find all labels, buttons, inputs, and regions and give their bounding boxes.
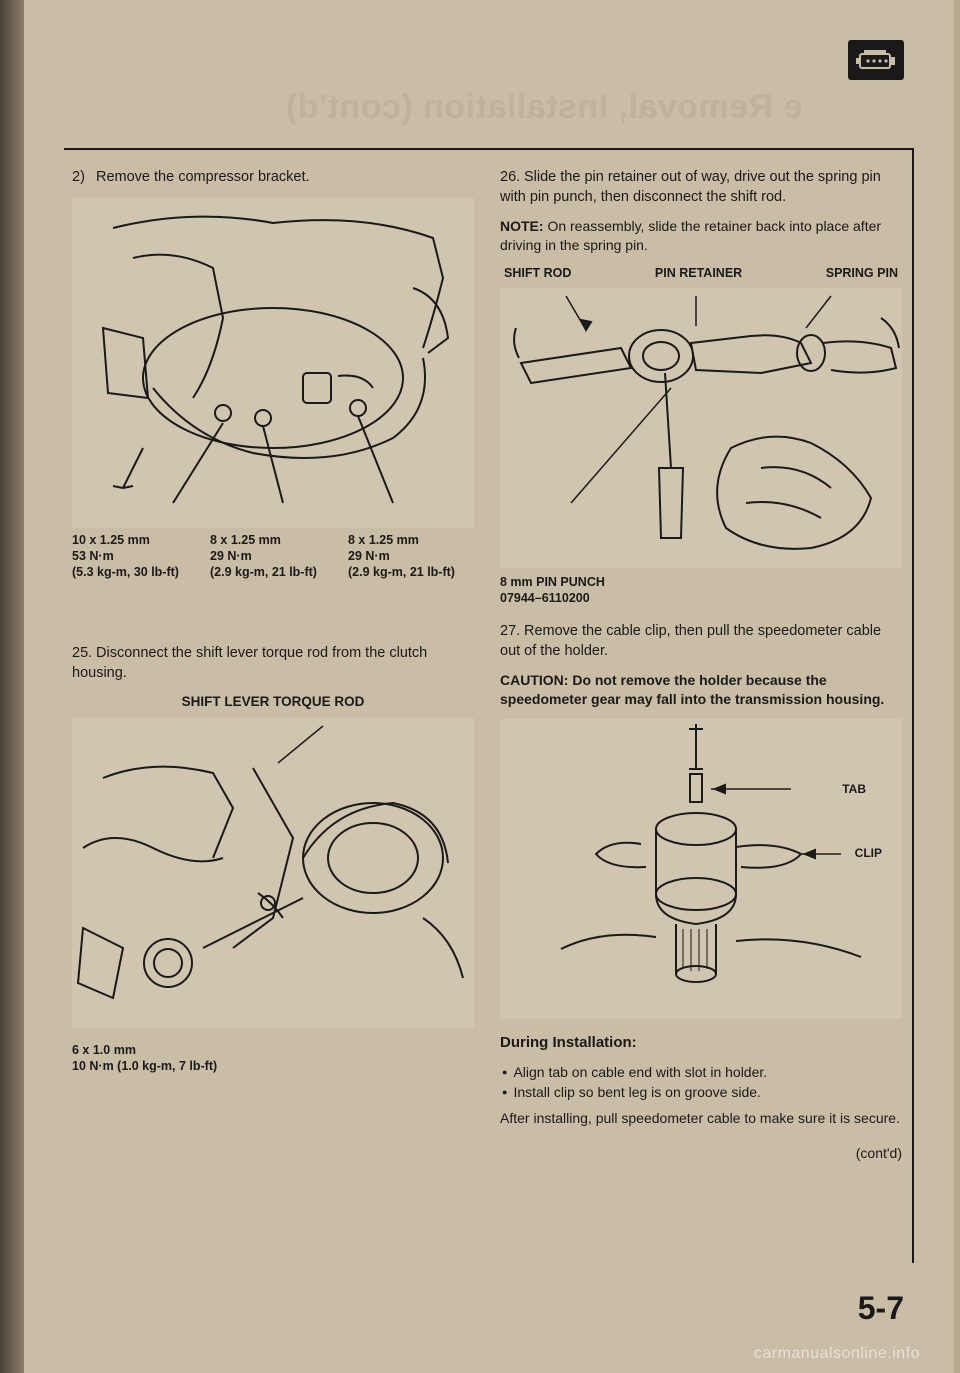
caution-block: CAUTION: Do not remove the holder becaus…: [500, 671, 902, 709]
figure-shift-rod-pin: [500, 288, 902, 568]
figure-shift-lever-torque-rod: [72, 718, 474, 1028]
torque-imperial: (2.9 kg-m, 21 lb-ft): [348, 564, 474, 580]
page-number: 5-7: [858, 1290, 904, 1327]
bolt-size: 8 x 1.25 mm: [210, 532, 336, 548]
label-tab: TAB: [842, 781, 866, 797]
torque-spec-2: 8 x 1.25 mm 29 N·m (2.9 kg-m, 21 lb-ft): [210, 532, 336, 581]
step-number: 25.: [72, 644, 96, 664]
figure-2-torque: 6 x 1.0 mm 10 N·m (1.0 kg-m, 7 lb-ft): [72, 1042, 474, 1075]
step-number: 26.: [500, 168, 524, 188]
figure-compressor-bracket: [72, 198, 474, 528]
label-spring-pin: SPRING PIN: [826, 265, 898, 282]
tool-part-number: 07944–6110200: [500, 590, 902, 606]
watermark-text: carmanualsonline.info: [754, 1345, 920, 1363]
bullet-item: Align tab on cable end with slot in hold…: [516, 1063, 902, 1083]
step-body: Remove the cable clip, then pull the spe…: [500, 623, 881, 659]
bolt-size: 8 x 1.25 mm: [348, 532, 474, 548]
step-number: 27.: [500, 622, 524, 642]
bolt-size: 6 x 1.0 mm: [72, 1042, 474, 1058]
step-body: Slide the pin retainer out of way, drive…: [500, 169, 881, 205]
label-shift-rod: SHIFT ROD: [504, 265, 571, 282]
continued-marker: (cont'd): [500, 1144, 902, 1163]
step-26-text: 26.Slide the pin retainer out of way, dr…: [500, 168, 902, 207]
torque-specs-row: 10 x 1.25 mm 53 N·m (5.3 kg-m, 30 lb-ft)…: [72, 532, 474, 581]
step-27-text: 27.Remove the cable clip, then pull the …: [500, 622, 902, 661]
bolt-size: 10 x 1.25 mm: [72, 532, 198, 548]
step-25-text: 25.Disconnect the shift lever torque rod…: [72, 644, 474, 683]
installation-heading: During Installation:: [500, 1033, 902, 1053]
manual-page: e Removal, Installation (cont'd) 2)Remov…: [24, 0, 954, 1373]
torque-imperial: (2.9 kg-m, 21 lb-ft): [210, 564, 336, 580]
binding-shadow: [0, 0, 24, 1373]
installation-bullets: Align tab on cable end with slot in hold…: [500, 1063, 902, 1102]
figure-3-label-row: SHIFT ROD PIN RETAINER SPRING PIN: [500, 265, 902, 282]
figure-3-tool: 8 mm PIN PUNCH 07944–6110200: [500, 574, 902, 607]
torque-nm: 53 N·m: [72, 548, 198, 564]
installation-after-text: After installing, pull speedometer cable…: [500, 1109, 902, 1129]
step-body: Remove the compressor bracket.: [96, 169, 310, 185]
figure-speedometer-cable: TAB CLIP: [500, 719, 902, 1019]
note-block: NOTE: On reassembly, slide the retainer …: [500, 217, 902, 255]
bullet-item: Install clip so bent leg is on groove si…: [516, 1083, 902, 1103]
left-column: 2)Remove the compressor bracket.: [72, 168, 474, 1243]
torque-spec-3: 8 x 1.25 mm 29 N·m (2.9 kg-m, 21 lb-ft): [348, 532, 474, 581]
step-number: 2): [72, 168, 96, 188]
two-column-layout: 2)Remove the compressor bracket.: [72, 168, 902, 1243]
note-label: NOTE:: [500, 218, 544, 234]
label-pin-retainer: PIN RETAINER: [655, 265, 742, 282]
torque-nm: 29 N·m: [210, 548, 336, 564]
torque-nm: 29 N·m: [348, 548, 474, 564]
figure-2-label: SHIFT LEVER TORQUE ROD: [72, 693, 474, 711]
torque-imperial: (5.3 kg-m, 30 lb-ft): [72, 564, 198, 580]
torque-spec: 10 N·m (1.0 kg-m, 7 lb-ft): [72, 1058, 474, 1074]
tool-name: 8 mm PIN PUNCH: [500, 574, 902, 590]
right-column: 26.Slide the pin retainer out of way, dr…: [500, 168, 902, 1243]
torque-spec-1: 10 x 1.25 mm 53 N·m (5.3 kg-m, 30 lb-ft): [72, 532, 198, 581]
step-2-text: 2)Remove the compressor bracket.: [72, 168, 474, 188]
caution-label: CAUTION:: [500, 672, 568, 688]
label-clip: CLIP: [855, 845, 882, 861]
bleed-through-title: e Removal, Installation (cont'd): [164, 88, 924, 127]
engine-icon: [856, 48, 896, 72]
step-body: Disconnect the shift lever torque rod fr…: [72, 645, 427, 681]
section-icon-box: [848, 40, 904, 80]
note-text: On reassembly, slide the retainer back i…: [500, 218, 881, 253]
